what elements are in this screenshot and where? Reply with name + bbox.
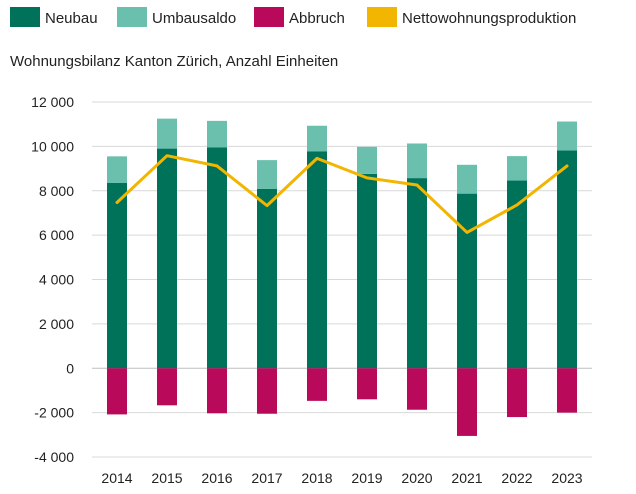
bar-neubau-2015 [157, 148, 177, 369]
x-tick-label: 2016 [201, 470, 232, 486]
bar-abbruch-2019 [357, 368, 377, 400]
net-production-line-group [115, 154, 569, 234]
bar-abbruch-2021 [457, 368, 477, 436]
legend-label-abbruch: Abbruch [289, 10, 345, 27]
bar-umbausaldo-2023 [557, 121, 577, 151]
bar-umbausaldo-2019 [357, 146, 377, 174]
bar-abbruch-2018 [307, 368, 327, 401]
bar-umbausaldo-2015 [157, 118, 177, 149]
bar-abbruch-2015 [157, 368, 177, 406]
legend-label-umbausaldo: Umbausaldo [152, 10, 236, 27]
chart-subtitle: Wohnungsbilanz Kanton Zürich, Anzahl Ein… [10, 53, 338, 70]
legend-swatch-nettowohnungsproduktion [367, 7, 397, 27]
bar-neubau-2020 [407, 178, 427, 369]
bar-neubau-2017 [257, 188, 277, 369]
bar-abbruch-2020 [407, 368, 427, 410]
bar-abbruch-2023 [557, 368, 577, 413]
y-tick-label: -4 000 [34, 449, 74, 465]
x-tick-label: 2014 [101, 470, 132, 486]
y-tick-label: 12 000 [31, 94, 74, 110]
line-nettowohnungsproduktion [115, 154, 569, 234]
x-tick-label: 2019 [351, 470, 382, 486]
y-tick-label: 10 000 [31, 138, 74, 154]
bar-neubau-2018 [307, 151, 327, 369]
y-tick-label: 2 000 [39, 316, 74, 332]
legend-item-abbruch: Abbruch [254, 7, 345, 27]
bar-umbausaldo-2020 [407, 143, 427, 179]
legend-item-umbausaldo: Umbausaldo [117, 7, 236, 27]
bar-umbausaldo-2021 [457, 164, 477, 194]
x-tick-label: 2015 [151, 470, 182, 486]
bar-neubau-2019 [357, 173, 377, 369]
x-tick-label: 2022 [501, 470, 532, 486]
y-axis: 12 000 10 000 8 000 6 000 4 000 2 000 0 -2 000 -… [31, 94, 74, 465]
bar-umbausaldo-2014 [107, 156, 127, 183]
y-tick-label: 4 000 [39, 272, 74, 288]
bar-umbausaldo-2017 [257, 160, 277, 189]
x-tick-label: 2018 [301, 470, 332, 486]
legend-swatch-umbausaldo [117, 7, 147, 27]
x-tick-label: 2023 [551, 470, 582, 486]
legend: Neubau Umbausaldo Abbruch Nettowohnungsprod… [10, 7, 576, 27]
y-tick-label: 8 000 [39, 183, 74, 199]
bar-abbruch-2022 [507, 368, 527, 418]
bar-neubau-2023 [557, 150, 577, 369]
legend-label-neubau: Neubau [45, 10, 98, 27]
x-tick-label: 2017 [251, 470, 282, 486]
legend-item-nettowohnungsproduktion: Nettowohnungsproduktion [367, 7, 576, 27]
bar-umbausaldo-2022 [507, 156, 527, 181]
bar-neubau-2016 [207, 147, 227, 369]
x-tick-label: 2020 [401, 470, 432, 486]
legend-swatch-abbruch [254, 7, 284, 27]
bar-neubau-2022 [507, 180, 527, 369]
bar-umbausaldo-2018 [307, 125, 327, 152]
bar-abbruch-2014 [107, 368, 127, 415]
legend-label-nettowohnungsproduktion: Nettowohnungsproduktion [402, 10, 576, 27]
bar-neubau-2021 [457, 193, 477, 369]
y-tick-label: 0 [66, 360, 74, 376]
bar-neubau-2014 [107, 182, 127, 369]
bar-abbruch-2017 [257, 368, 277, 414]
y-tick-label: -2 000 [34, 405, 74, 421]
bar-umbausaldo-2016 [207, 120, 227, 148]
legend-swatch-neubau [10, 7, 40, 27]
y-tick-label: 6 000 [39, 227, 74, 243]
bars [107, 118, 577, 436]
legend-item-neubau: Neubau [10, 7, 98, 27]
x-tick-label: 2021 [451, 470, 482, 486]
x-axis: 2014 2015 2016 2017 2018 2019 2020 2021 2022 2023 [101, 470, 582, 486]
bar-abbruch-2016 [207, 368, 227, 414]
